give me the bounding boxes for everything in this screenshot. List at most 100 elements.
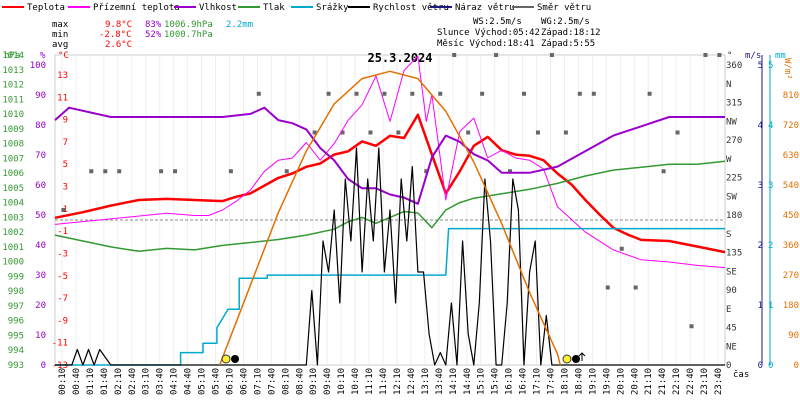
ms-tick: 0	[758, 361, 763, 371]
mm-tick: 0	[768, 361, 773, 371]
x-tick-label: 07:10	[253, 368, 263, 395]
x-tick-label: 02:40	[128, 368, 138, 395]
x-tick-label: 23:10	[700, 368, 710, 395]
wind-direction-point	[438, 91, 443, 96]
wm2-tick: 630	[783, 151, 799, 161]
series-teplota	[54, 113, 726, 254]
wind-direction-point	[284, 169, 289, 174]
dir-axis-label: °	[727, 51, 732, 61]
x-tick-label: 04:40	[184, 368, 194, 395]
wind-direction-point	[452, 53, 457, 57]
x-tick-label: 01:10	[86, 368, 96, 395]
wind-direction-point	[159, 169, 164, 174]
wind-direction-point	[591, 91, 596, 96]
wind-direction-point	[633, 285, 638, 290]
pct-tick: 90	[35, 91, 46, 101]
hpa-tick: 996	[8, 317, 24, 327]
stats-block: max 9.8°C 83% 1006.9hPa 2.2mm min -2.8°C…	[52, 20, 253, 50]
legend: Teplota Přízemní teplota Vlhkost Tlak Srážky…	[2, 3, 591, 13]
hpa-tick: 1011	[2, 95, 24, 105]
moonrise-icon	[572, 355, 580, 363]
x-tick-label: 09:40	[323, 368, 333, 395]
wind-direction-point	[605, 285, 610, 290]
dir-tick: 180	[726, 211, 742, 221]
hpa-tick: 1006	[2, 169, 24, 179]
wind-direction-point	[368, 130, 373, 135]
wind-direction-point	[410, 91, 415, 96]
ms-tick: 4	[758, 121, 763, 131]
stat-avg-label: avg	[52, 40, 68, 50]
wind-direction-point	[424, 169, 429, 174]
stat-min-temp: -2.8°C	[99, 30, 132, 40]
x-tick-label: 07:40	[267, 368, 277, 395]
pct-tick: 70	[35, 151, 46, 161]
wind-direction-point	[619, 246, 624, 251]
wind-direction-point	[494, 53, 499, 57]
series-sr-ky	[55, 227, 725, 366]
x-axis-label: čas	[733, 369, 749, 380]
degc-tick: 3	[63, 183, 68, 193]
x-tick-label: 22:40	[686, 368, 696, 395]
x-tick-label: 08:40	[295, 368, 305, 395]
wind-direction-point	[549, 53, 554, 57]
x-tick-label: 09:10	[309, 368, 319, 395]
hpa-tick: 1013	[2, 66, 24, 76]
stat-max-press: 1006.9hPa	[164, 20, 213, 30]
dir-tick: 360	[726, 61, 742, 71]
moon-rise-info: Měsíc Východ:18:41	[437, 39, 535, 49]
stat-max-rain: 2.2mm	[226, 20, 253, 30]
wm2-tick: 450	[783, 211, 799, 221]
x-tick-label: 18:40	[574, 368, 584, 395]
x-tick-label: 05:40	[212, 368, 222, 395]
legend-label: Srážky	[316, 3, 349, 13]
degc-axis-label: °C	[58, 51, 69, 61]
pct-tick: 80	[35, 121, 46, 131]
hpa-tick: 995	[8, 331, 24, 341]
wm2-tick: 360	[783, 241, 799, 251]
wind-direction-point	[228, 169, 233, 174]
wind-direction-point	[340, 130, 345, 135]
x-tick-label: 20:40	[630, 368, 640, 395]
x-tick-label: 10:40	[351, 368, 361, 395]
pct-tick: 60	[35, 181, 46, 191]
ms-tick: 2	[758, 241, 763, 251]
pct-tick: 10	[35, 331, 46, 341]
series-tlak	[54, 160, 726, 253]
degc-tick: -13	[52, 361, 68, 371]
wind-direction-point	[312, 130, 317, 135]
pct-axis-label: %	[40, 51, 46, 61]
hpa-tick: 1014	[2, 51, 24, 61]
hpa-tick: 1003	[2, 213, 24, 223]
mm-axis-label: mm	[775, 51, 786, 61]
wind-direction-point	[647, 91, 652, 96]
x-tick-label: 23:40	[714, 368, 724, 395]
x-tick-label: 00:40	[72, 368, 82, 395]
legend-label: Vlhkost	[199, 3, 237, 13]
hpa-tick: 1008	[2, 140, 24, 150]
x-tick-label: 12:10	[393, 368, 403, 395]
stat-min-label: min	[52, 30, 68, 40]
x-tick-label: 10:10	[337, 368, 347, 395]
wm2-tick: 810	[783, 91, 799, 101]
degc-tick: -3	[57, 249, 68, 259]
x-tick-label: 02:10	[114, 368, 124, 395]
x-tick-label: 03:10	[142, 368, 152, 395]
wm2-tick: 720	[783, 121, 799, 131]
dir-tick: 90	[726, 286, 737, 296]
wind-direction-point	[480, 91, 485, 96]
wind-direction-point	[89, 169, 94, 174]
stat-max-label: max	[52, 20, 69, 30]
x-tick-label: 13:10	[421, 368, 431, 395]
wind-direction-point	[577, 91, 582, 96]
legend-label: Náraz větru	[455, 3, 515, 13]
dir-tick: NE	[726, 342, 737, 352]
moonrise-arrow-icon	[578, 352, 586, 361]
degc-tick: 11	[57, 93, 68, 103]
sun-set-info: Západ:18:12	[541, 28, 601, 38]
x-tick-label: 12:40	[407, 368, 417, 395]
wind-direction-point	[466, 130, 471, 135]
wind-direction-point	[689, 324, 694, 329]
stat-min-press: 1000.7hPa	[164, 30, 213, 40]
wm2-tick: 0	[794, 361, 799, 371]
